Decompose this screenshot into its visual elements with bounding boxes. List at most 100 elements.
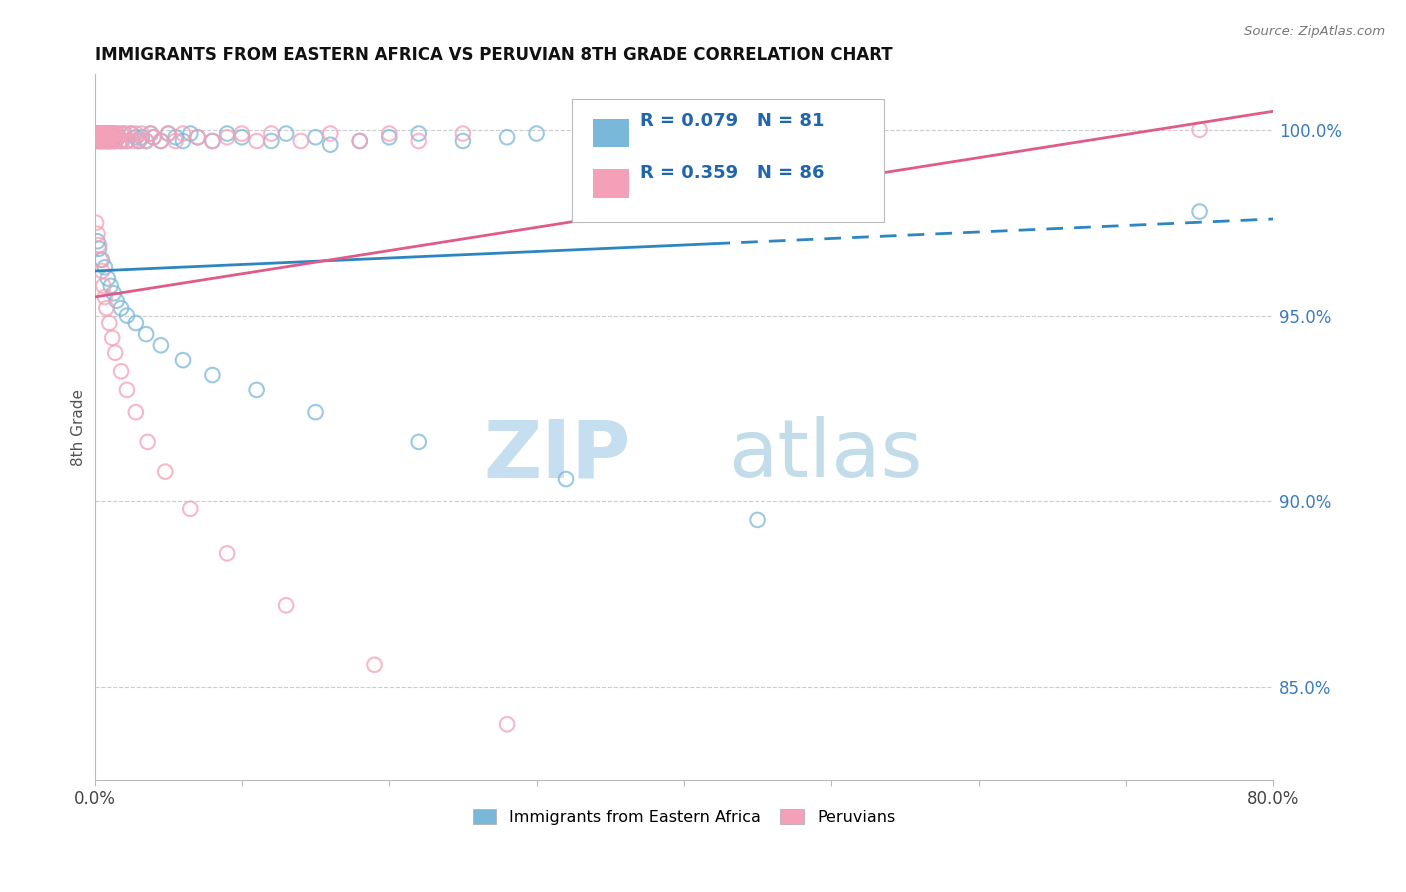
Text: IMMIGRANTS FROM EASTERN AFRICA VS PERUVIAN 8TH GRADE CORRELATION CHART: IMMIGRANTS FROM EASTERN AFRICA VS PERUVI… bbox=[94, 46, 893, 64]
Point bbox=[157, 127, 180, 141]
Point bbox=[98, 134, 121, 148]
Point bbox=[149, 134, 172, 148]
Point bbox=[96, 130, 118, 145]
Point bbox=[96, 127, 118, 141]
Point bbox=[96, 301, 118, 315]
Point bbox=[86, 127, 108, 141]
Point bbox=[91, 264, 114, 278]
Point bbox=[1188, 123, 1211, 137]
Point bbox=[496, 130, 519, 145]
Point bbox=[122, 134, 145, 148]
Point bbox=[98, 316, 121, 330]
Point bbox=[101, 130, 124, 145]
Point bbox=[131, 130, 153, 145]
Point bbox=[91, 252, 114, 267]
Text: R = 0.359   N = 86: R = 0.359 N = 86 bbox=[640, 164, 825, 182]
Point bbox=[101, 127, 124, 141]
Point bbox=[97, 127, 120, 141]
Point bbox=[100, 130, 122, 145]
Point bbox=[112, 127, 135, 141]
Point bbox=[89, 134, 111, 148]
Point bbox=[93, 130, 115, 145]
Point bbox=[290, 134, 312, 148]
Point bbox=[118, 127, 141, 141]
Point bbox=[104, 345, 127, 359]
Point bbox=[136, 434, 159, 449]
Point bbox=[201, 368, 224, 382]
Point bbox=[97, 271, 120, 285]
Point bbox=[363, 657, 385, 672]
Point bbox=[107, 130, 129, 145]
Point bbox=[91, 127, 114, 141]
Point bbox=[91, 134, 114, 148]
Point bbox=[94, 260, 117, 275]
Point bbox=[104, 134, 127, 148]
Point bbox=[246, 383, 269, 397]
Point bbox=[84, 127, 107, 141]
Point bbox=[91, 130, 114, 145]
Point bbox=[165, 130, 187, 145]
Point bbox=[451, 127, 474, 141]
Point bbox=[107, 130, 129, 145]
Point bbox=[98, 134, 121, 148]
Text: ZIP: ZIP bbox=[484, 417, 631, 494]
Point bbox=[91, 134, 114, 148]
Point bbox=[97, 134, 120, 148]
Point bbox=[93, 130, 115, 145]
Point bbox=[115, 383, 138, 397]
Point bbox=[86, 134, 108, 148]
Point bbox=[747, 513, 769, 527]
Point bbox=[98, 127, 121, 141]
Point bbox=[86, 227, 108, 241]
Point bbox=[100, 127, 122, 141]
Point bbox=[111, 134, 134, 148]
Point bbox=[260, 127, 283, 141]
Point bbox=[93, 278, 115, 293]
FancyBboxPatch shape bbox=[593, 169, 628, 198]
Point bbox=[110, 134, 132, 148]
Point bbox=[96, 134, 118, 148]
Point bbox=[89, 252, 111, 267]
Point bbox=[526, 127, 548, 141]
Point bbox=[201, 134, 224, 148]
Point bbox=[120, 127, 142, 141]
Point bbox=[110, 301, 132, 315]
Point bbox=[187, 130, 209, 145]
Point bbox=[101, 134, 124, 148]
Point bbox=[155, 465, 177, 479]
Point bbox=[86, 130, 108, 145]
Point bbox=[231, 127, 253, 141]
Text: atlas: atlas bbox=[728, 417, 922, 494]
Point bbox=[103, 127, 125, 141]
Point bbox=[165, 134, 187, 148]
Legend: Immigrants from Eastern Africa, Peruvians: Immigrants from Eastern Africa, Peruvian… bbox=[472, 809, 896, 825]
Point bbox=[100, 127, 122, 141]
Point bbox=[97, 134, 120, 148]
Point bbox=[149, 338, 172, 352]
Point bbox=[93, 127, 115, 141]
Point bbox=[103, 286, 125, 301]
Point bbox=[94, 127, 117, 141]
Point bbox=[349, 134, 371, 148]
Point bbox=[125, 130, 148, 145]
Point bbox=[84, 130, 107, 145]
Point bbox=[101, 127, 124, 141]
Point bbox=[93, 134, 115, 148]
Point bbox=[125, 316, 148, 330]
Point bbox=[84, 216, 107, 230]
Point bbox=[105, 127, 128, 141]
Point bbox=[246, 134, 269, 148]
Point bbox=[98, 130, 121, 145]
Point bbox=[110, 364, 132, 378]
Point bbox=[91, 127, 114, 141]
Point bbox=[87, 127, 110, 141]
Point bbox=[125, 127, 148, 141]
Point bbox=[89, 127, 111, 141]
Point bbox=[217, 130, 239, 145]
Point bbox=[304, 130, 326, 145]
Point bbox=[105, 293, 128, 308]
Text: Source: ZipAtlas.com: Source: ZipAtlas.com bbox=[1244, 25, 1385, 38]
Point bbox=[304, 405, 326, 419]
Point bbox=[128, 134, 150, 148]
Point bbox=[105, 127, 128, 141]
